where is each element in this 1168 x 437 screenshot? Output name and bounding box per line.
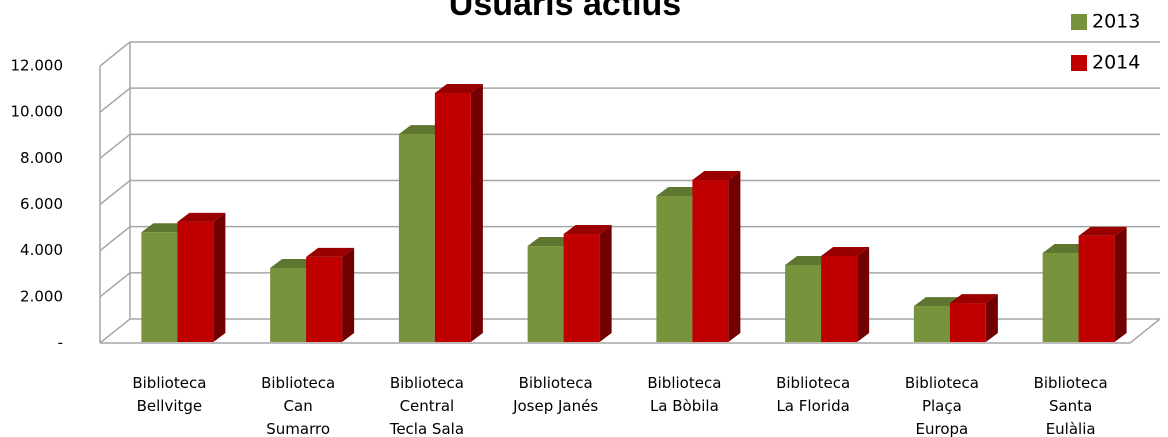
bar: [434, 84, 483, 342]
bar-side: [342, 247, 355, 342]
y-tick-label: 10.000: [11, 103, 64, 121]
x-tick-line: Biblioteca: [905, 374, 979, 392]
bar: [692, 171, 741, 342]
x-tick-line: Bellvitge: [137, 397, 203, 415]
bar-side: [985, 294, 998, 342]
bar: [306, 247, 355, 342]
x-tick-line: Biblioteca: [1034, 374, 1108, 392]
bar-front: [141, 232, 178, 342]
x-tick-line: La Bòbila: [650, 397, 719, 415]
legend-label: 2013: [1092, 11, 1140, 33]
bar-top: [821, 246, 870, 256]
bar-front: [949, 303, 986, 342]
x-tick-line: Santa: [1049, 397, 1092, 415]
x-tick-line: Biblioteca: [261, 374, 335, 392]
legend-swatch: [1071, 14, 1087, 30]
bar-side: [213, 212, 226, 342]
legend-swatch: [1071, 55, 1087, 71]
grid-line: [99, 87, 131, 113]
x-tick-label: Biblioteca La Florida: [776, 374, 850, 415]
x-tick-line: Central: [400, 397, 455, 415]
bar-front: [821, 255, 858, 342]
y-tick-label: 2.000: [20, 287, 63, 305]
x-tick-label: Biblioteca Santa Eulàlia: [1034, 374, 1108, 437]
x-tick-label: Biblioteca Can Sumarro: [261, 374, 335, 437]
bar-front: [1042, 252, 1079, 342]
x-tick-line: Biblioteca: [519, 374, 593, 392]
x-tick-line: Plaça: [922, 397, 962, 415]
chart-title: Usuaris actius: [449, 0, 681, 23]
y-tick-label: 12.000: [11, 57, 64, 75]
bar: [1078, 226, 1127, 342]
x-tick-line: La Florida: [776, 397, 849, 415]
x-tick-label: Biblioteca Plaça Europa: [905, 374, 979, 437]
x-tick-line: Biblioteca: [776, 374, 850, 392]
grid-line: [99, 226, 131, 252]
legend-label: 2014: [1092, 52, 1140, 74]
x-tick-line: Biblioteca: [647, 374, 721, 392]
bar-front: [913, 306, 950, 342]
x-tick-label: Biblioteca Central Tecla Sala: [389, 374, 464, 437]
floor-edge: [1129, 318, 1161, 344]
bar-top: [306, 247, 355, 257]
bar: [177, 212, 226, 342]
x-tick-line: Eulàlia: [1046, 420, 1096, 437]
bar-side: [857, 246, 870, 342]
bar-front: [177, 221, 214, 342]
bar: [821, 246, 870, 342]
x-tick-label: Biblioteca Josep Janés: [512, 374, 598, 415]
bar: [563, 225, 612, 342]
bar-top: [949, 294, 998, 304]
bar-front: [656, 195, 693, 342]
bar-front: [306, 256, 343, 342]
bar-front: [398, 134, 435, 342]
bar-top: [563, 225, 612, 235]
x-tick-line: Biblioteca: [390, 374, 464, 392]
grid-line: [99, 41, 131, 67]
grid-line: [99, 179, 131, 206]
bar: [949, 294, 998, 342]
bar-front: [785, 264, 822, 342]
x-tick-label: Biblioteca Bellvitge: [132, 374, 206, 415]
bar-side: [599, 225, 612, 342]
y-tick-label: 4.000: [20, 241, 63, 259]
bar-front: [563, 234, 600, 342]
bar-front: [1078, 235, 1115, 342]
x-tick-line: Tecla Sala: [389, 420, 464, 437]
bar-top: [177, 212, 226, 222]
bar-side: [470, 84, 483, 342]
x-tick-line: Sumarro: [266, 420, 330, 437]
y-tick-label: 6.000: [20, 195, 63, 213]
x-tick-line: Biblioteca: [132, 374, 206, 392]
bar-side: [728, 171, 741, 342]
bar-front: [434, 93, 471, 342]
bar-top: [692, 171, 741, 181]
grid-line: [99, 318, 131, 344]
bar-side: [1114, 226, 1127, 342]
x-tick-label: Biblioteca La Bòbila: [647, 374, 721, 415]
y-tick-label: -: [58, 334, 63, 352]
x-tick-line: Josep Janés: [512, 397, 598, 415]
bar-top: [1078, 226, 1127, 236]
bar-front: [270, 267, 307, 342]
x-tick-line: Can: [284, 397, 313, 415]
grid-line: [99, 133, 131, 159]
grid-line: [99, 272, 131, 298]
bar-front: [692, 180, 729, 342]
bar-front: [527, 246, 564, 342]
bar-top: [434, 84, 483, 94]
y-tick-label: 8.000: [20, 149, 63, 167]
x-tick-line: Europa: [916, 420, 969, 437]
